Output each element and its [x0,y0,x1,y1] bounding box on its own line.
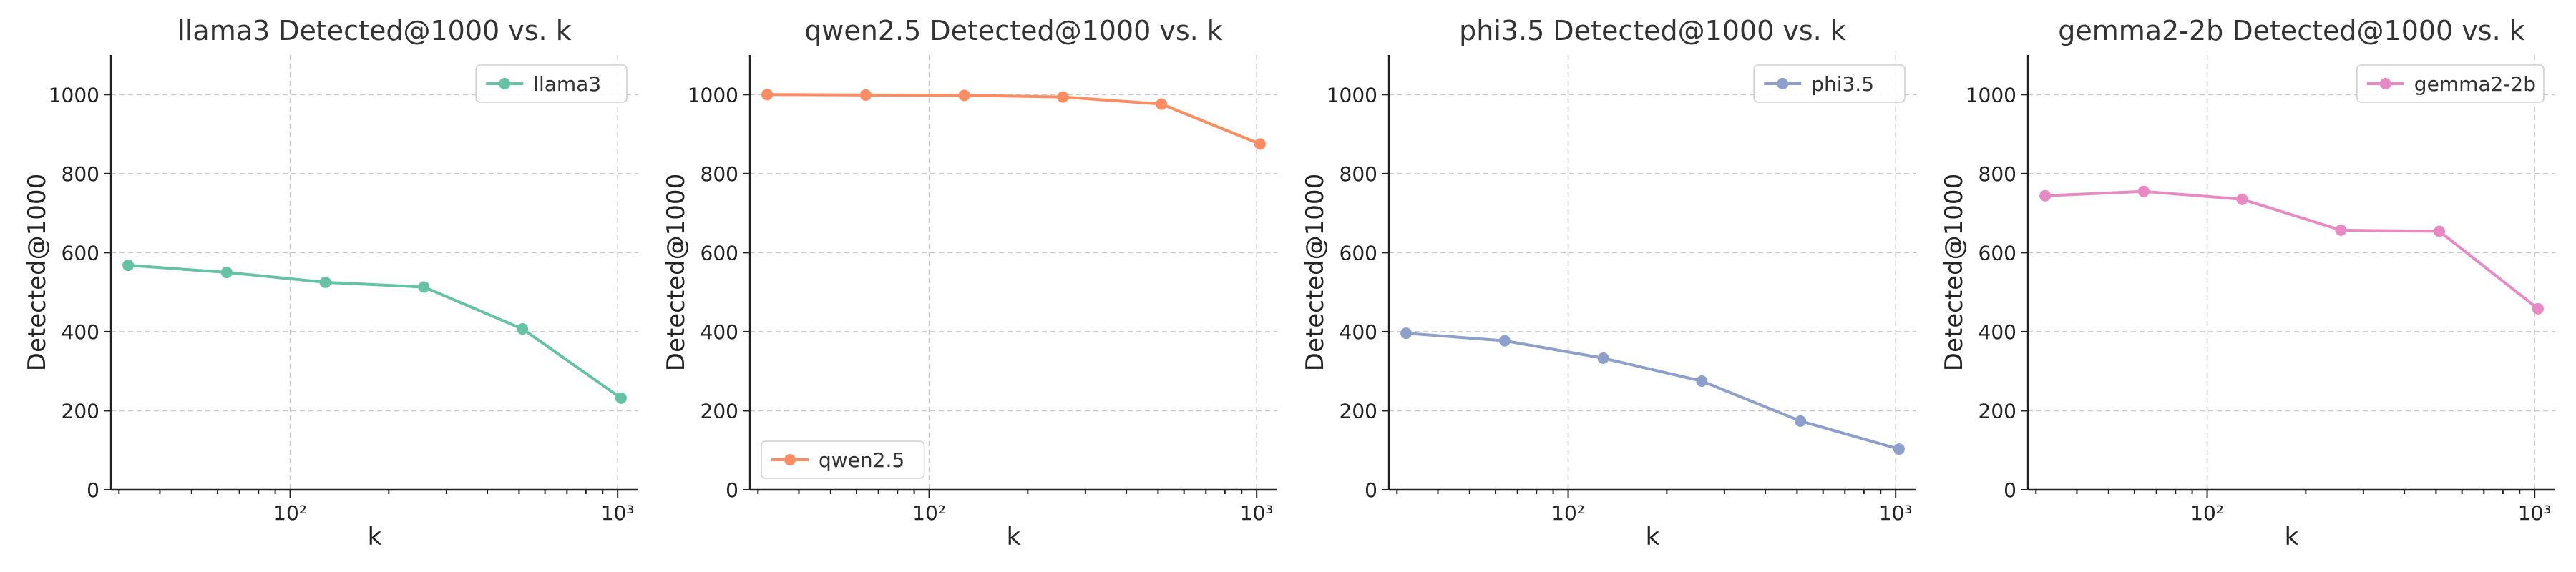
y-tick-label: 200 [1979,399,2016,423]
x-axis-label: k [2285,523,2299,551]
x-axis-label: k [368,523,382,551]
data-point [761,89,774,101]
data-point [1696,375,1708,387]
legend: gemma2-2b [2356,64,2545,103]
data-point [1400,327,1413,340]
subplot-phi3.5: 0 200 400 600 800 1000 10² 10³ phi3.5 Detected@1… [1301,15,1916,551]
chart-title: phi3.5 Detected@1000 vs. k [1459,15,1846,46]
y-tick-label: 600 [701,241,738,265]
data-point [615,392,627,404]
y-tick-label: 1000 [688,83,738,107]
y-tick-label: 400 [1979,320,2016,344]
data-point [859,89,872,101]
x-tick-label: 10² [2190,501,2224,525]
data-point [1498,335,1511,347]
y-tick-label: 1000 [1327,83,1377,107]
legend-label: qwen2.5 [819,448,904,472]
y-tick-label: 0 [2004,478,2016,502]
data-point [517,323,529,335]
y-axis-label: Detected@1000 [23,174,52,371]
x-tick-label: 10² [912,501,946,525]
data-point [2532,302,2544,315]
legend-marker [2379,78,2391,89]
data-point [122,260,135,272]
data-point [1156,98,1168,110]
y-tick-label: 600 [62,241,99,265]
y-tick-label: 200 [1340,399,1377,423]
y-axis-label: Detected@1000 [1301,174,1330,371]
legend: qwen2.5 [761,440,925,479]
chart-title: llama3 Detected@1000 vs. k [177,15,571,46]
x-axis-label: k [1007,523,1021,551]
y-axis-label: Detected@1000 [1940,174,1968,371]
x-tick-label: 10² [273,501,307,525]
data-point [2335,224,2347,236]
data-point [220,267,233,278]
y-tick-label: 1000 [1966,83,2016,107]
y-tick-label: 800 [1340,162,1377,186]
series-line-gemma2-2b [2045,189,2540,310]
y-tick-label: 400 [701,320,738,344]
legend-marker [784,454,796,465]
data-point [2137,185,2150,197]
y-tick-label: 200 [701,399,738,423]
x-axis-label: k [1646,523,1660,551]
data-point [958,89,970,102]
data-point [319,276,331,288]
y-tick-label: 200 [62,399,99,423]
series-line-llama3 [127,264,623,400]
y-axis-label: Detected@1000 [662,174,691,371]
subplot-llama3: 0 200 400 600 800 1000 10² 10³ llama3 Detected@1… [23,15,638,551]
data-point [2236,193,2248,205]
x-tick-label: 10³ [2518,501,2552,525]
series-line-qwen2.5 [767,93,1261,146]
legend-box [1753,64,1906,103]
legend-marker [499,78,511,89]
data-point [1795,415,1807,427]
x-tick-label: 10³ [601,501,635,525]
legend-label: phi3.5 [1811,72,1874,96]
y-tick-label: 600 [1340,241,1377,265]
legend: llama3 [475,64,628,103]
chart-title: gemma2-2b Detected@1000 vs. k [2058,15,2525,46]
y-tick-label: 800 [701,162,738,186]
data-point [1597,352,1609,364]
x-tick-label: 10³ [1240,501,1274,525]
y-tick-label: 800 [1979,162,2016,186]
y-tick-label: 600 [1979,241,2016,265]
y-tick-label: 0 [1365,478,1377,502]
y-tick-label: 1000 [49,83,99,107]
legend: phi3.5 [1753,64,1906,103]
legend-box [761,440,925,479]
y-tick-label: 0 [726,478,738,502]
x-tick-label: 10² [1551,501,1585,525]
legend-marker [1777,78,1789,89]
subplot-gemma2-2b: 0 200 400 600 800 1000 10² 10³ gemma2-2b Detecte… [1940,15,2555,551]
y-tick-label: 400 [1340,320,1377,344]
data-point [418,281,430,293]
data-point [2434,225,2446,237]
data-point [1057,91,1069,103]
data-point [1254,138,1266,150]
y-tick-label: 400 [62,320,99,344]
chart-title: qwen2.5 Detected@1000 vs. k [804,15,1223,46]
legend-label: gemma2-2b [2414,72,2536,96]
subplot-qwen2.5: 0 200 400 600 800 1000 10² 10³ qwen2.5 Detected@… [662,15,1277,551]
legend-label: llama3 [533,72,601,96]
y-tick-label: 800 [62,162,99,186]
legend-box [475,64,628,103]
data-point [1893,443,1905,455]
x-tick-label: 10³ [1879,501,1913,525]
legend-box [2356,64,2545,103]
y-tick-label: 0 [87,478,99,502]
data-point [2039,189,2051,202]
series-line-phi3.5 [1405,332,1900,450]
